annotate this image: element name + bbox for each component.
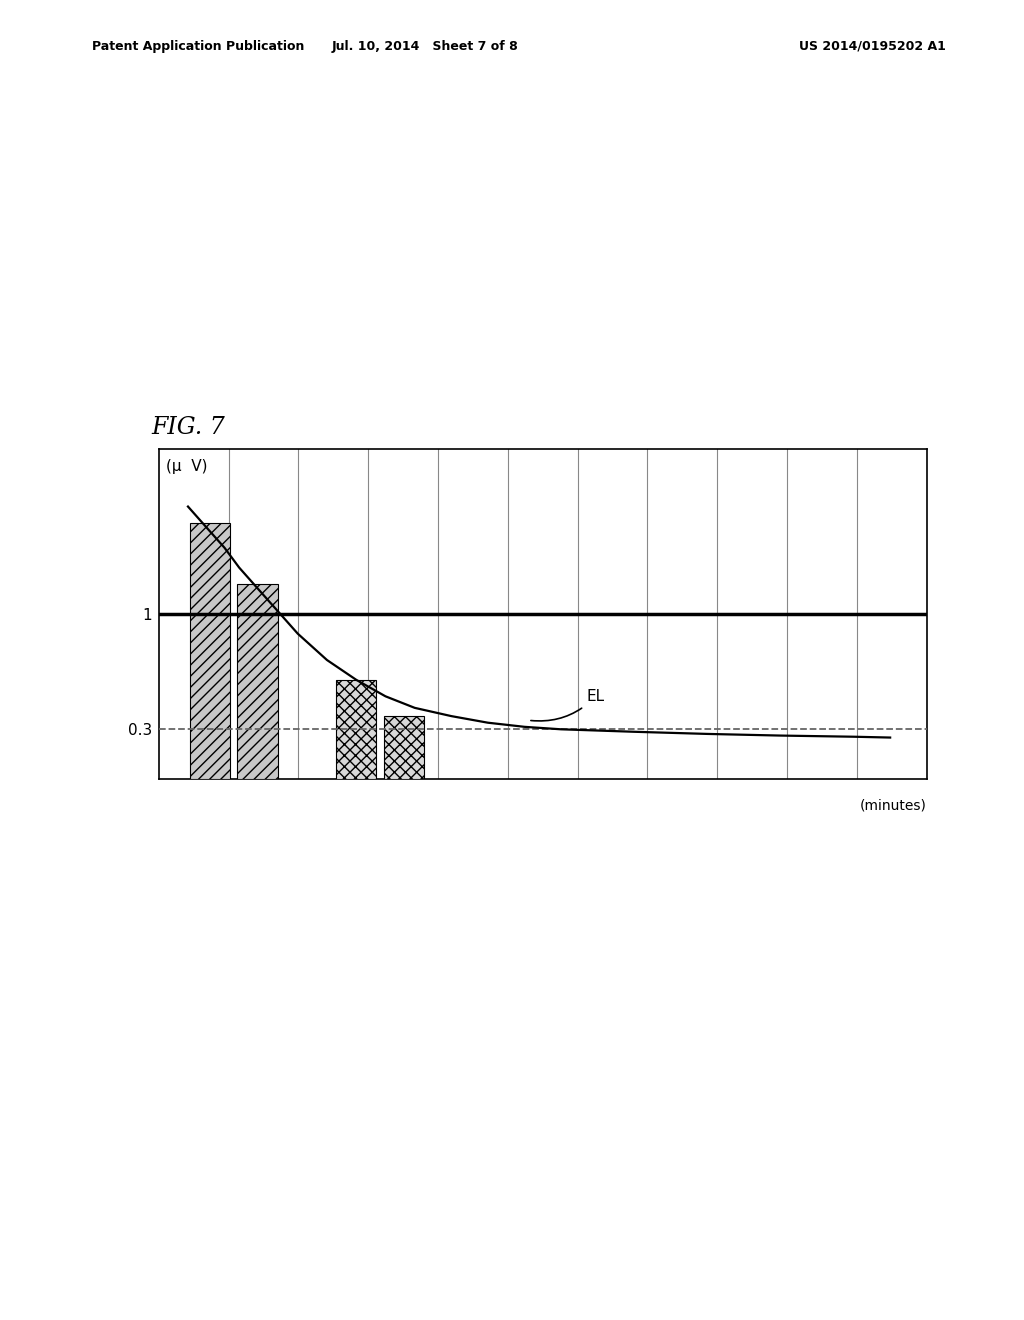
Text: Patent Application Publication: Patent Application Publication <box>92 40 304 53</box>
Bar <box>189 523 230 779</box>
Text: EL: EL <box>530 689 605 721</box>
Bar <box>384 715 424 779</box>
Text: Jul. 10, 2014   Sheet 7 of 8: Jul. 10, 2014 Sheet 7 of 8 <box>332 40 518 53</box>
Text: FIG. 7: FIG. 7 <box>152 416 225 438</box>
Bar <box>336 680 377 779</box>
Text: US 2014/0195202 A1: US 2014/0195202 A1 <box>799 40 945 53</box>
Text: (minutes): (minutes) <box>860 799 927 813</box>
Text: (μ  V): (μ V) <box>166 459 208 474</box>
Bar <box>238 585 278 779</box>
